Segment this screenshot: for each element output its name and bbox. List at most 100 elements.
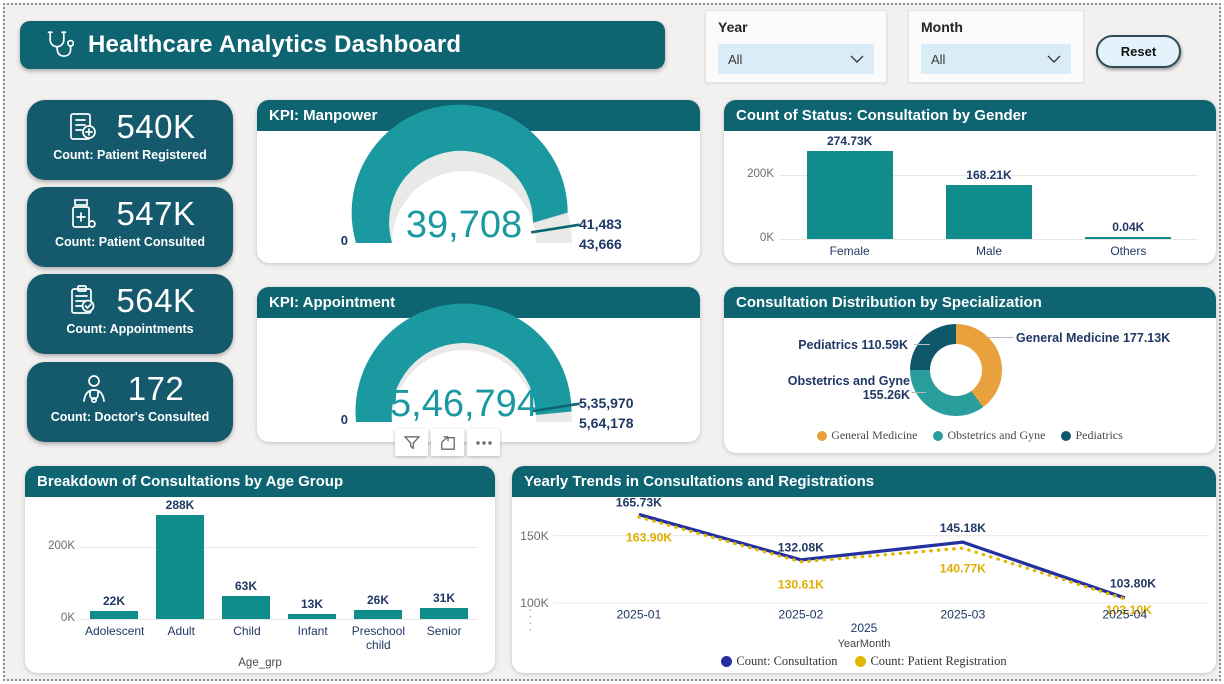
kpi-value: 540K xyxy=(116,108,196,145)
data-point-label: 145.18K xyxy=(940,521,986,535)
kpi-card-doctors-consulted[interactable]: 172 Count: Doctor's Consulted xyxy=(27,362,233,442)
bar-column: 168.21K xyxy=(919,168,1058,239)
x-category-label: Preschool child xyxy=(351,624,406,652)
x-category-label: Infant xyxy=(297,624,328,638)
kpi-card-patient-consulted[interactable]: 547K Count: Patient Consulted xyxy=(27,187,233,267)
kpi-card-appointments[interactable]: 564K Count: Appointments xyxy=(27,274,233,354)
series-line-1[interactable] xyxy=(637,515,1127,601)
year-dropdown[interactable]: All xyxy=(718,44,874,74)
bar-female[interactable] xyxy=(806,151,893,239)
data-point-label: 163.90K xyxy=(626,530,672,544)
reset-button[interactable]: Reset xyxy=(1096,35,1181,68)
panel-title: Breakdown of Consultations by Age Group xyxy=(25,466,495,497)
bar-adult[interactable] xyxy=(156,515,204,619)
y-tick-label: 150K xyxy=(520,529,549,543)
legend-item[interactable]: Obstetrics and Gyne xyxy=(933,428,1045,443)
gridline xyxy=(780,175,1198,176)
dashboard-title-banner: Healthcare Analytics Dashboard xyxy=(20,21,665,69)
chevron-down-icon xyxy=(1047,55,1061,63)
bar-preschool-child[interactable] xyxy=(354,609,402,619)
gender-bar-chart: 0K 200K 274.73K 168.21K 0.04K Female Male Other… xyxy=(724,134,1216,259)
gauge-min-label: 0 xyxy=(340,412,347,427)
medicine-bottle-icon xyxy=(64,196,100,232)
bar-value-label: 22K xyxy=(102,594,125,609)
bar-value-label: 63K xyxy=(234,579,257,594)
month-dropdown-value: All xyxy=(931,51,946,67)
data-point-label: 103.10K xyxy=(1106,603,1152,617)
bar-value-label: 31K xyxy=(432,590,455,605)
bar-column: 63K xyxy=(213,579,279,619)
gauge-target-needle xyxy=(530,223,580,234)
donut-legend: General Medicine Obstetrics and Gyne Ped… xyxy=(724,428,1216,443)
bar-others[interactable] xyxy=(1085,237,1172,239)
gauge-arc xyxy=(354,303,571,422)
gauge-target-label: 41,483 xyxy=(579,216,622,232)
bar-male[interactable] xyxy=(945,185,1032,239)
panel-kpi-appointment: KPI: Appointment 0 5,46,794 5,35,970 5,64,1… xyxy=(257,287,700,456)
panel-title: Yearly Trends in Consultations and Regis… xyxy=(512,466,1216,497)
bar-column: 0.04K xyxy=(1059,220,1198,239)
legend-item[interactable]: Count: Consultation xyxy=(721,654,837,669)
x-category-label: Male xyxy=(975,244,1002,258)
bar-senior[interactable] xyxy=(420,607,468,619)
legend-item[interactable]: Pediatrics xyxy=(1061,428,1123,443)
callout-obstetrics-line1: Obstetrics and Gyne xyxy=(787,374,910,388)
legend-dot xyxy=(721,656,733,668)
month-dropdown[interactable]: All xyxy=(921,44,1071,74)
gauge-value: 5,46,794 xyxy=(390,383,538,425)
bar-infant[interactable] xyxy=(288,614,336,619)
appointment-gauge[interactable]: 0 5,46,794 5,35,970 5,64,178 xyxy=(257,303,700,442)
legend-item[interactable]: Count: Patient Registration xyxy=(855,654,1007,669)
leader-line xyxy=(986,337,1014,338)
bar-value-label: 26K xyxy=(366,592,389,607)
x-tick-label: 2025-04 xyxy=(1102,607,1147,621)
bar-child[interactable] xyxy=(222,596,270,619)
legend-dot xyxy=(855,656,867,668)
trends-line-chart[interactable]: 150K 100K 165.73K 132.08K 145.18K 103.80K 163.… xyxy=(512,495,1216,634)
more-options-icon[interactable] xyxy=(467,429,500,456)
panel-title: Consultation Distribution by Specializat… xyxy=(724,287,1216,318)
bar-column: 288K xyxy=(147,498,213,619)
bar-value-label: 13K xyxy=(300,597,323,612)
panel-age-group-chart: Breakdown of Consultations by Age Group … xyxy=(25,466,495,673)
series-line-0[interactable] xyxy=(638,512,1126,600)
gauge-max-label: 5,64,178 xyxy=(579,415,634,431)
x-tick-label: 2025-02 xyxy=(778,607,823,621)
filter-icon[interactable] xyxy=(395,429,428,456)
month-slicer: Month All xyxy=(908,10,1084,83)
bar-adolescent[interactable] xyxy=(90,611,138,619)
page-title: Healthcare Analytics Dashboard xyxy=(88,31,462,58)
appointment-clipboard-icon xyxy=(64,283,100,319)
panel-specialization-donut: Consultation Distribution by Specializat… xyxy=(724,287,1216,453)
bar-column: 13K xyxy=(279,597,345,619)
kpi-label: Count: Patient Registered xyxy=(53,148,207,162)
y-tick-label: 200K xyxy=(747,168,774,180)
callout-general-medicine: General Medicine 177.13K xyxy=(1016,331,1171,345)
gridline xyxy=(81,547,477,548)
x-axis-title: Age_grp xyxy=(238,656,282,669)
kpi-label: Count: Patient Consulted xyxy=(55,235,205,249)
gridline xyxy=(780,239,1198,240)
gauge-target-needle xyxy=(530,402,580,413)
kpi-card-patient-registered[interactable]: 540K Count: Patient Registered xyxy=(27,100,233,180)
x-category-label: Female xyxy=(829,244,870,258)
x-axis-title: YearMonth xyxy=(837,638,891,651)
leader-line xyxy=(912,392,926,393)
dashboard-canvas: Healthcare Analytics Dashboard Year All … xyxy=(3,3,1221,681)
kpi-value: 172 xyxy=(127,370,185,407)
line-legend: Count: Consultation Count: Patient Regis… xyxy=(512,654,1216,669)
month-slicer-label: Month xyxy=(921,19,963,35)
callout-obstetrics-line2: 155.26K xyxy=(862,388,910,402)
data-point-label: 140.77K xyxy=(940,562,986,576)
year-slicer: Year All xyxy=(705,10,887,83)
specialization-donut[interactable] xyxy=(910,324,1002,416)
focus-mode-icon[interactable] xyxy=(431,429,464,456)
data-point-label: 130.61K xyxy=(778,577,824,591)
manpower-gauge[interactable]: 0 39,708 41,483 43,666 xyxy=(257,104,700,263)
legend-item[interactable]: General Medicine xyxy=(817,428,917,443)
x-category-label: Senior xyxy=(426,624,462,638)
panel-title: KPI: Appointment xyxy=(257,287,700,318)
year-slicer-label: Year xyxy=(718,19,748,35)
data-point-label: 165.73K xyxy=(616,495,662,509)
y-tick-label: 200K xyxy=(48,540,75,552)
